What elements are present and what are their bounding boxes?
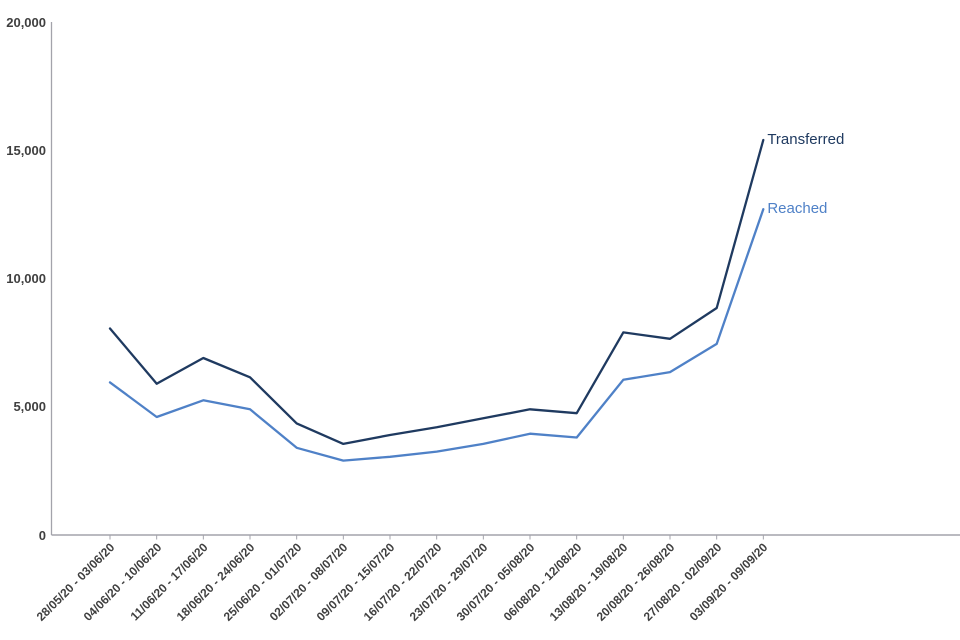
y-tick-label: 20,000 bbox=[6, 14, 46, 30]
y-tick-label: 5,000 bbox=[13, 399, 46, 415]
y-tick-label: 0 bbox=[38, 527, 46, 543]
y-tick-label: 15,000 bbox=[6, 142, 46, 158]
series-label-reached: Reached bbox=[767, 200, 828, 218]
series-line-reached bbox=[108, 208, 765, 462]
series-label-transferred: Transferred bbox=[767, 130, 845, 148]
y-tick-label: 10,000 bbox=[6, 271, 46, 286]
series-line-transferred bbox=[108, 138, 765, 446]
